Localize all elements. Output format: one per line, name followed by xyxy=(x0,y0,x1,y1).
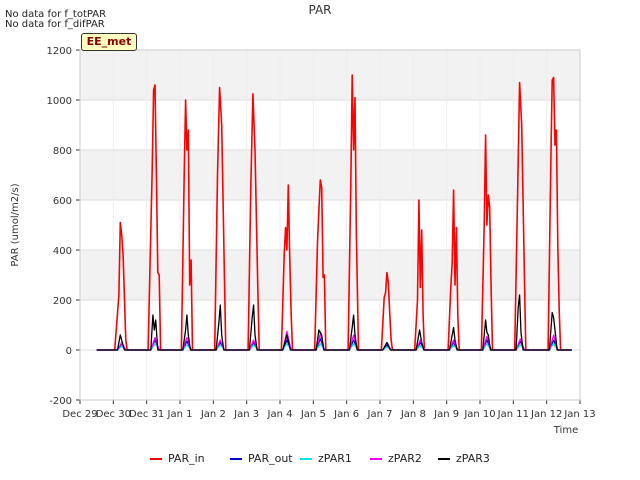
legend-swatch xyxy=(230,458,242,460)
legend-item-par-in: PAR_in xyxy=(150,452,205,465)
legend-item-zpar2: zPAR2 xyxy=(370,452,422,465)
background-band xyxy=(80,150,580,200)
x-tick-label: Dec 29 xyxy=(62,409,97,420)
no-data-note-difpar: No data for f_difPAR xyxy=(5,19,105,30)
plot-frame xyxy=(79,49,581,401)
legend-item-par-out: PAR_out xyxy=(230,452,293,465)
background-bands xyxy=(80,50,580,300)
x-tick-label: Jan 4 xyxy=(267,409,293,420)
x-tick-label: Jan 12 xyxy=(530,409,562,420)
series-line-par-out xyxy=(96,338,572,351)
legend-label: zPAR1 xyxy=(318,452,352,465)
x-tick-label: Jan 1 xyxy=(167,409,193,420)
x-tick-label: Jan 2 xyxy=(200,409,226,420)
x-tick-label: Jan 8 xyxy=(400,409,426,420)
y-axis-ticks: -200 0 200 400 600 800 1000 1200 xyxy=(47,46,80,407)
x-tick-label: Jan 10 xyxy=(463,409,495,420)
legend-swatch xyxy=(150,458,162,460)
x-tick-label: Jan 11 xyxy=(497,409,529,420)
series-line-zpar3 xyxy=(96,294,572,351)
series-line-par-in xyxy=(96,74,572,351)
x-tick-label: Jan 7 xyxy=(367,409,393,420)
series-lines xyxy=(96,74,572,351)
legend-item-zpar1: zPAR1 xyxy=(300,452,352,465)
legend-label: zPAR3 xyxy=(456,452,490,465)
x-tick-label: Jan 6 xyxy=(333,409,359,420)
chart-title: PAR xyxy=(308,3,331,17)
legend-swatch xyxy=(370,458,382,460)
x-tick-label: Dec 30 xyxy=(96,409,131,420)
y-tick-label: 400 xyxy=(53,246,72,257)
x-tick-label: Jan 5 xyxy=(300,409,326,420)
series-line-zpar1 xyxy=(96,343,572,351)
legend-label: PAR_in xyxy=(168,452,205,465)
y-tick-label: 800 xyxy=(53,146,72,157)
y-tick-label: 600 xyxy=(53,196,72,207)
y-tick-label: 200 xyxy=(53,296,72,307)
x-tick-label: Jan 13 xyxy=(563,409,595,420)
x-tick-label: Jan 9 xyxy=(433,409,459,420)
series-line-zpar2 xyxy=(96,330,572,351)
x-tick-label: Dec 31 xyxy=(129,409,164,420)
y-tick-label: -200 xyxy=(49,396,72,407)
y-axis-label: PAR (umol/m2/s) xyxy=(10,183,21,266)
legend-swatch xyxy=(438,458,450,460)
background-band xyxy=(80,250,580,300)
no-data-note-totpar: No data for f_totPAR xyxy=(5,9,107,20)
site-badge: EE_met xyxy=(81,33,137,51)
x-axis-label: Time xyxy=(553,425,578,436)
legend-swatch xyxy=(300,458,312,460)
y-tick-label: 1000 xyxy=(47,96,72,107)
legend-label: zPAR2 xyxy=(388,452,422,465)
legend: PAR_in PAR_out zPAR1 zPAR2 zPAR3 xyxy=(0,452,640,470)
y-tick-label: 0 xyxy=(66,346,72,357)
x-tick-label: Jan 3 xyxy=(233,409,259,420)
legend-label: PAR_out xyxy=(248,452,293,465)
legend-item-zpar3: zPAR3 xyxy=(438,452,490,465)
y-tick-label: 1200 xyxy=(47,46,72,57)
background-band xyxy=(80,50,580,100)
